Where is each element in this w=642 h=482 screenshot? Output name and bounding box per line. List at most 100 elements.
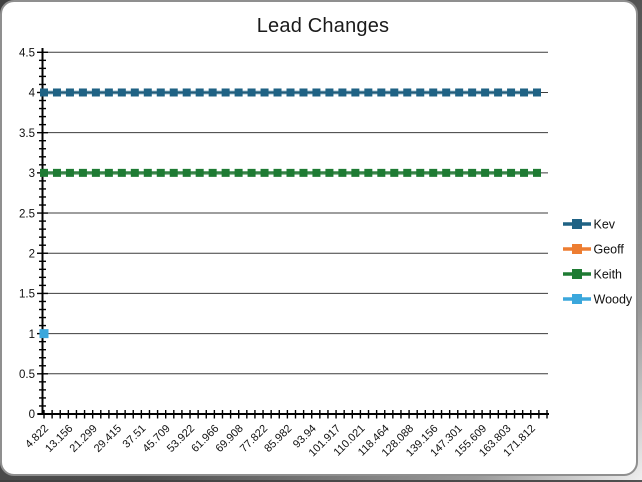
series-marker <box>416 88 425 97</box>
y-tick-label: 1.5 <box>19 289 35 301</box>
legend: Kev Geoff Keith Woody <box>563 217 633 306</box>
series-marker <box>429 168 438 177</box>
y-tick-label: 2 <box>29 248 35 260</box>
series-marker <box>117 88 126 97</box>
series-marker <box>338 168 347 177</box>
series-marker <box>325 88 334 97</box>
series-marker <box>325 168 334 177</box>
series-marker <box>104 168 113 177</box>
x-tick-label: 29.415 <box>92 423 124 455</box>
series-marker <box>403 88 412 97</box>
series-marker <box>390 168 399 177</box>
series-marker <box>377 88 386 97</box>
series-marker <box>221 88 230 97</box>
series-marker <box>468 88 477 97</box>
series-marker <box>52 88 61 97</box>
series-marker <box>273 168 282 177</box>
series-marker <box>130 88 139 97</box>
series-marker <box>208 168 217 177</box>
x-tick-label: 85.982 <box>262 423 294 455</box>
legend-key-marker <box>572 244 582 254</box>
legend-label: Kev <box>594 217 616 231</box>
series-marker <box>377 168 386 177</box>
series-marker <box>143 168 152 177</box>
series-marker <box>429 88 438 97</box>
series-marker <box>364 168 373 177</box>
series-marker <box>351 168 360 177</box>
legend-key-marker <box>572 269 582 279</box>
series-marker <box>40 88 48 97</box>
series-marker <box>91 168 100 177</box>
series-marker <box>494 168 503 177</box>
series-marker <box>182 168 191 177</box>
legend-label: Woody <box>594 292 633 306</box>
series-marker <box>221 168 230 177</box>
series-marker <box>442 88 451 97</box>
gridlines <box>42 51 548 375</box>
series-marker <box>117 168 126 177</box>
series-marker <box>182 88 191 97</box>
series-marker <box>351 88 360 97</box>
series-woody[interactable] <box>39 329 49 339</box>
legend-label: Geoff <box>594 242 625 256</box>
series-marker <box>286 168 295 177</box>
series-marker <box>312 168 321 177</box>
series-marker <box>247 88 256 97</box>
series-marker <box>195 88 204 97</box>
series-marker <box>299 168 308 177</box>
series-marker <box>260 168 269 177</box>
y-tick-label: 3 <box>29 168 35 180</box>
series-marker <box>299 88 308 97</box>
series-marker <box>390 88 399 97</box>
series-marker <box>39 329 49 339</box>
series-marker <box>234 168 243 177</box>
series-marker <box>312 88 321 97</box>
x-ticks <box>43 410 548 419</box>
series-marker <box>403 168 412 177</box>
series-marker <box>65 168 74 177</box>
y-tick-labels: 0 0.5 1 1.5 2 2.5 3 3.5 4 4.5 <box>19 48 36 422</box>
series-marker <box>169 88 178 97</box>
series-marker <box>104 88 113 97</box>
series-marker <box>507 88 516 97</box>
legend-item-kev[interactable]: Kev <box>563 217 616 231</box>
y-ticks <box>37 51 48 415</box>
series-marker <box>260 88 269 97</box>
series-marker <box>130 168 139 177</box>
series-marker <box>533 168 541 177</box>
y-tick-label: 4.5 <box>19 48 35 60</box>
series-keith[interactable] <box>40 168 541 177</box>
y-tick-label: 4 <box>29 88 36 100</box>
series-marker <box>195 168 204 177</box>
legend-item-geoff[interactable]: Geoff <box>563 242 624 256</box>
series-marker <box>78 88 87 97</box>
y-tick-label: 3.5 <box>19 128 35 140</box>
chart-title: Lead Changes <box>256 15 390 37</box>
series-marker <box>533 88 541 97</box>
legend-key-marker <box>572 294 582 304</box>
series-marker <box>338 88 347 97</box>
y-tick-label: 0 <box>29 409 35 421</box>
series-marker <box>91 88 100 97</box>
series-marker <box>169 168 178 177</box>
series-marker <box>234 88 243 97</box>
series-marker <box>65 88 74 97</box>
series-marker <box>520 168 529 177</box>
series-kev[interactable] <box>40 88 541 97</box>
series-marker <box>364 88 373 97</box>
legend-item-keith[interactable]: Keith <box>563 267 622 281</box>
series-marker <box>416 168 425 177</box>
series-marker <box>468 168 477 177</box>
series-marker <box>481 88 490 97</box>
legend-item-woody[interactable]: Woody <box>563 292 633 306</box>
series-marker <box>273 88 282 97</box>
series-marker <box>286 88 295 97</box>
series-marker <box>481 168 490 177</box>
legend-label: Keith <box>594 267 623 281</box>
series-marker <box>455 88 464 97</box>
series-marker <box>455 168 464 177</box>
series-marker <box>442 168 451 177</box>
series-marker <box>156 88 165 97</box>
